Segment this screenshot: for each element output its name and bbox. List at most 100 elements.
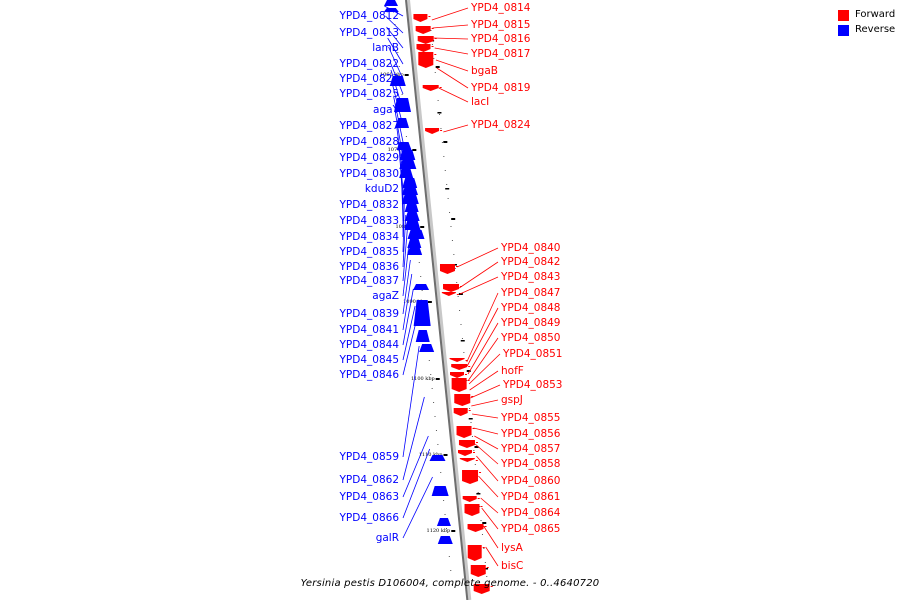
reverse-gene-label[interactable]: YPD4_0839 — [339, 308, 399, 320]
forward-gene-feature[interactable] — [415, 26, 431, 34]
reverse-gene-feature[interactable] — [389, 76, 406, 86]
reverse-gene-label[interactable]: YPD4_0813 — [339, 27, 399, 39]
reverse-gene-feature[interactable] — [431, 486, 449, 496]
reverse-gene-feature[interactable] — [401, 194, 419, 204]
reverse-gene-feature[interactable] — [383, 8, 399, 12]
reverse-gene-label[interactable]: YPD4_0845 — [339, 354, 399, 366]
forward-gene-feature[interactable] — [458, 440, 475, 448]
forward-gene-feature[interactable] — [457, 450, 472, 456]
forward-gene-label[interactable]: YPD4_0865 — [500, 523, 560, 535]
reverse-gene-label[interactable]: YPD4_0835 — [339, 246, 399, 258]
reverse-gene-feature[interactable] — [407, 246, 423, 255]
forward-gene-feature[interactable] — [422, 85, 439, 91]
forward-gene-label[interactable]: YPD4_0848 — [500, 302, 560, 314]
reverse-gene-feature[interactable] — [404, 202, 419, 212]
forward-gene-label[interactable]: gspJ — [501, 394, 523, 406]
reverse-gene-label[interactable]: agaY — [373, 104, 400, 116]
reverse-gene-label[interactable]: YPD4_0837 — [339, 275, 399, 287]
forward-gene-label[interactable]: YPD4_0855 — [500, 412, 560, 424]
reverse-gene-label[interactable]: YPD4_0823 — [339, 73, 399, 85]
reverse-gene-feature[interactable] — [399, 168, 414, 178]
forward-gene-feature[interactable] — [473, 584, 490, 594]
reverse-gene-feature[interactable] — [396, 142, 412, 150]
forward-gene-feature[interactable] — [416, 44, 431, 52]
forward-gene-feature[interactable] — [443, 284, 460, 292]
reverse-gene-feature[interactable] — [404, 220, 421, 230]
reverse-gene-label[interactable]: YPD4_0834 — [339, 231, 400, 243]
reverse-gene-feature[interactable] — [395, 118, 410, 128]
forward-gene-feature[interactable] — [439, 264, 455, 274]
forward-gene-feature[interactable] — [413, 14, 428, 22]
forward-gene-feature[interactable] — [425, 128, 440, 134]
reverse-gene-label[interactable]: YPD4_0830 — [339, 168, 399, 180]
forward-gene-label[interactable]: bgaB — [471, 65, 498, 77]
forward-gene-feature[interactable] — [456, 426, 472, 438]
forward-gene-label[interactable]: hofF — [501, 365, 524, 377]
forward-gene-label[interactable]: YPD4_0853 — [502, 379, 562, 391]
reverse-gene-feature[interactable] — [413, 284, 430, 290]
reverse-gene-feature[interactable] — [415, 330, 430, 342]
forward-gene-feature[interactable] — [454, 394, 471, 406]
forward-gene-label[interactable]: YPD4_0817 — [470, 48, 530, 60]
forward-gene-feature[interactable] — [462, 470, 479, 484]
reverse-gene-label[interactable]: YPD4_0866 — [339, 512, 400, 524]
forward-gene-feature[interactable] — [467, 524, 484, 532]
forward-gene-label[interactable]: YPD4_0864 — [500, 507, 561, 519]
forward-gene-feature[interactable] — [467, 545, 482, 561]
reverse-gene-feature[interactable] — [402, 178, 418, 188]
forward-gene-feature[interactable] — [441, 292, 456, 296]
reverse-gene-label[interactable]: YPD4_0832 — [339, 199, 399, 211]
reverse-gene-feature[interactable] — [399, 160, 417, 169]
forward-gene-label[interactable]: YPD4_0856 — [500, 428, 561, 440]
reverse-gene-feature[interactable] — [402, 186, 419, 195]
reverse-gene-label[interactable]: YPD4_0841 — [339, 324, 399, 336]
forward-gene-label[interactable]: YPD4_0850 — [500, 332, 560, 344]
forward-gene-feature[interactable] — [470, 565, 486, 577]
forward-gene-label[interactable]: lysA — [501, 542, 524, 554]
reverse-gene-label[interactable]: YPD4_0862 — [339, 474, 399, 486]
reverse-gene-feature[interactable] — [407, 230, 425, 239]
forward-gene-label[interactable]: YPD4_0824 — [470, 119, 531, 131]
reverse-gene-label[interactable]: YPD4_0863 — [339, 491, 399, 503]
forward-gene-label[interactable]: YPD4_0815 — [470, 19, 530, 31]
reverse-gene-feature[interactable] — [404, 212, 420, 221]
forward-gene-label[interactable]: YPD4_0814 — [470, 2, 531, 14]
reverse-gene-feature[interactable] — [394, 98, 412, 112]
reverse-gene-label[interactable]: YPD4_0827 — [339, 120, 399, 132]
forward-gene-feature[interactable] — [453, 408, 468, 416]
forward-gene-label[interactable]: YPD4_0858 — [500, 458, 560, 470]
reverse-gene-label[interactable]: YPD4_0812 — [339, 10, 399, 22]
forward-gene-feature[interactable] — [464, 504, 480, 516]
forward-gene-label[interactable]: YPD4_0847 — [500, 287, 560, 299]
forward-gene-label[interactable]: YPD4_0816 — [470, 33, 531, 45]
forward-gene-feature[interactable] — [450, 372, 465, 378]
reverse-gene-feature[interactable] — [407, 238, 422, 248]
reverse-gene-feature[interactable] — [429, 455, 446, 461]
reverse-gene-label[interactable]: YPD4_0833 — [339, 215, 399, 227]
forward-gene-label[interactable]: YPD4_0819 — [470, 82, 530, 94]
forward-gene-feature[interactable] — [462, 496, 477, 502]
reverse-gene-feature[interactable] — [399, 150, 416, 160]
forward-gene-label[interactable]: YPD4_0861 — [500, 491, 560, 503]
reverse-gene-label[interactable]: YPD4_0829 — [339, 152, 399, 164]
reverse-gene-label[interactable]: lamB — [372, 42, 399, 54]
forward-gene-label[interactable]: YPD4_0851 — [502, 348, 562, 360]
forward-gene-feature[interactable] — [459, 458, 475, 462]
forward-gene-feature[interactable] — [418, 52, 434, 68]
reverse-gene-feature[interactable] — [437, 536, 453, 544]
forward-gene-label[interactable]: YPD4_0842 — [500, 256, 560, 268]
forward-gene-feature[interactable] — [417, 36, 434, 44]
forward-gene-feature[interactable] — [451, 364, 468, 370]
forward-gene-label[interactable]: YPD4_0840 — [500, 242, 560, 254]
forward-gene-label[interactable]: bisC — [501, 560, 523, 572]
reverse-gene-label[interactable]: kduD2 — [365, 183, 399, 195]
forward-gene-label[interactable]: YPD4_0849 — [500, 317, 560, 329]
reverse-gene-label[interactable]: YPD4_0836 — [339, 261, 400, 273]
reverse-gene-feature[interactable] — [384, 0, 398, 6]
reverse-gene-feature[interactable] — [436, 518, 451, 526]
reverse-gene-label[interactable]: YPD4_0822 — [339, 58, 399, 70]
reverse-gene-label[interactable]: YPD4_0825 — [339, 88, 399, 100]
reverse-gene-label[interactable]: YPD4_0844 — [339, 339, 400, 351]
reverse-gene-label[interactable]: galR — [376, 532, 399, 544]
reverse-gene-label[interactable]: YPD4_0846 — [339, 369, 400, 381]
